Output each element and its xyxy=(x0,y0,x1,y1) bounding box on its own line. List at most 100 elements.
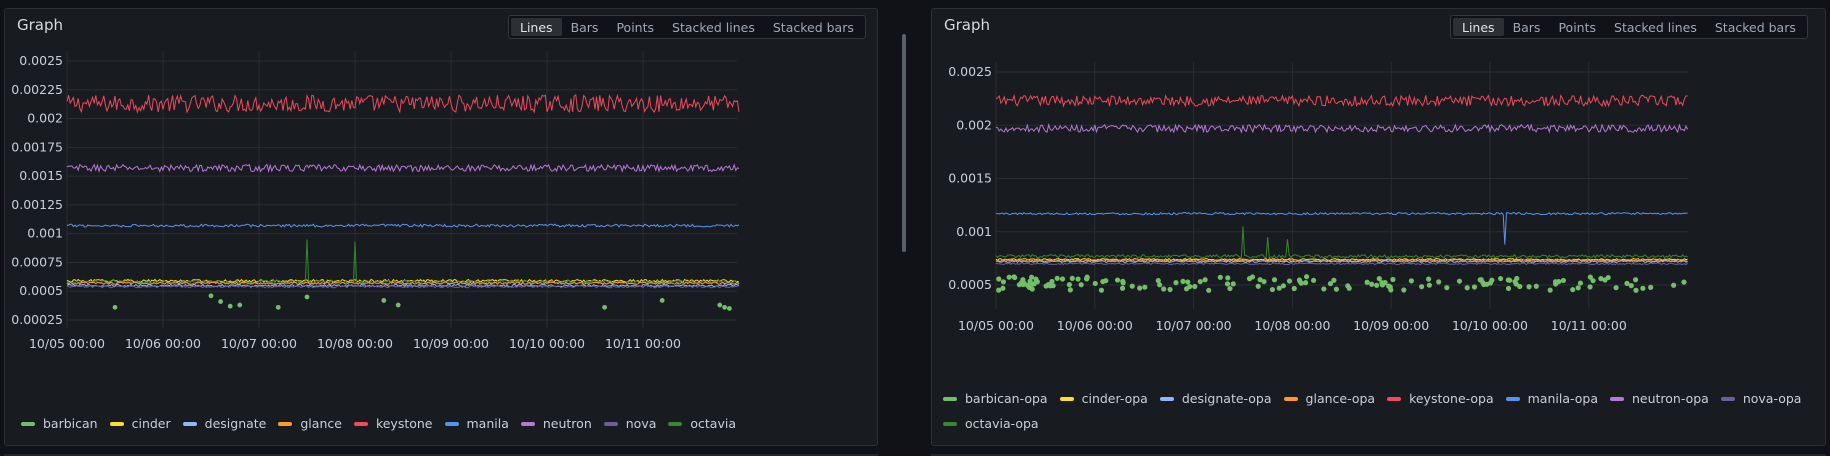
data-point-barbican-opa[interactable] xyxy=(1006,274,1012,280)
mode-bars-button[interactable]: Bars xyxy=(1512,19,1541,35)
legend-item-octavia-opa[interactable]: octavia-opa xyxy=(943,411,1039,436)
legend-item-barbican[interactable]: barbican xyxy=(21,411,98,436)
legend-item-barbican-opa[interactable]: barbican-opa xyxy=(943,386,1048,411)
legend-item-octavia[interactable]: octavia xyxy=(668,411,736,436)
data-point-barbican-opa[interactable] xyxy=(1364,279,1370,285)
data-point-barbican-opa[interactable] xyxy=(1059,276,1066,282)
data-point-barbican[interactable] xyxy=(727,306,732,311)
data-point-barbican-opa[interactable] xyxy=(1291,285,1297,292)
data-point-barbican[interactable] xyxy=(237,302,243,308)
data-point-barbican-opa[interactable] xyxy=(1369,281,1375,287)
data-point-barbican-opa[interactable] xyxy=(1257,277,1263,283)
data-point-barbican-opa[interactable] xyxy=(1321,286,1327,292)
line-chart[interactable]: 0.0025 0.002 0.0015 0.001 0.0005 10/05 00:00 1… xyxy=(932,9,1827,447)
data-point-barbican-opa[interactable] xyxy=(1103,278,1109,284)
mode-stacked-bars-button[interactable]: Stacked bars xyxy=(772,19,854,35)
data-point-barbican-opa[interactable] xyxy=(996,287,1002,293)
data-point-barbican-opa[interactable] xyxy=(1587,274,1593,280)
data-point-barbican[interactable] xyxy=(381,298,387,303)
data-point-barbican-opa[interactable] xyxy=(1388,287,1394,293)
data-point-barbican-opa[interactable] xyxy=(1026,284,1033,290)
mode-points-button[interactable]: Points xyxy=(616,19,655,35)
series-line-nova[interactable] xyxy=(66,284,740,289)
mode-stacked-lines-button[interactable]: Stacked lines xyxy=(672,19,755,35)
data-point-barbican-opa[interactable] xyxy=(1000,285,1006,291)
data-point-barbican-opa[interactable] xyxy=(1137,285,1143,291)
data-point-barbican-opa[interactable] xyxy=(1000,279,1007,285)
data-point-barbican-opa[interactable] xyxy=(1327,281,1334,287)
series-line-nova-opa[interactable] xyxy=(995,262,1688,266)
data-point-barbican-opa[interactable] xyxy=(1681,279,1687,285)
mode-stacked-bars-button[interactable]: Stacked bars xyxy=(1714,19,1796,35)
data-point-barbican-opa[interactable] xyxy=(1120,280,1126,286)
data-point-barbican-opa[interactable] xyxy=(1333,286,1340,292)
data-point-barbican-opa[interactable] xyxy=(1577,280,1584,286)
data-point-barbican-opa[interactable] xyxy=(1225,275,1231,281)
data-point-barbican[interactable] xyxy=(717,302,723,308)
data-point-barbican-opa[interactable] xyxy=(1092,280,1098,287)
legend-item-manila-opa[interactable]: manila-opa xyxy=(1505,386,1598,411)
legend-item-glance-opa[interactable]: glance-opa xyxy=(1283,386,1375,411)
data-point-barbican-opa[interactable] xyxy=(1379,280,1385,286)
data-point-barbican-opa[interactable] xyxy=(1280,283,1287,289)
legend-item-glance[interactable]: glance xyxy=(278,411,342,436)
data-point-barbican-opa[interactable] xyxy=(1078,282,1084,288)
data-point-barbican-opa[interactable] xyxy=(1514,275,1520,282)
line-chart[interactable]: 0.0025 0.00225 0.002 0.00175 0.0015 0.00125 0.… xyxy=(5,9,879,447)
series-line-designate-opa[interactable] xyxy=(995,260,1688,264)
data-point-barbican-opa[interactable] xyxy=(1303,274,1310,280)
data-point-barbican-opa[interactable] xyxy=(1155,278,1161,284)
data-point-barbican-opa[interactable] xyxy=(1119,285,1126,291)
mode-bars-button[interactable]: Bars xyxy=(570,19,599,35)
data-point-barbican-opa[interactable] xyxy=(1505,285,1512,292)
data-point-barbican-opa[interactable] xyxy=(1045,282,1052,288)
data-point-barbican-opa[interactable] xyxy=(1632,277,1639,283)
panel-resize-handle[interactable] xyxy=(902,34,906,252)
data-point-barbican-opa[interactable] xyxy=(1180,278,1186,285)
data-point-barbican-opa[interactable] xyxy=(1069,275,1075,281)
data-point-barbican-opa[interactable] xyxy=(1286,278,1293,284)
data-point-barbican-opa[interactable] xyxy=(1390,276,1396,283)
data-point-barbican-opa[interactable] xyxy=(1227,285,1233,292)
data-point-barbican-opa[interactable] xyxy=(1083,276,1090,282)
data-point-barbican[interactable] xyxy=(304,294,310,300)
data-point-barbican-opa[interactable] xyxy=(1624,280,1630,286)
series-line-octavia[interactable] xyxy=(66,239,740,285)
data-point-barbican-opa[interactable] xyxy=(1484,281,1490,287)
data-point-barbican-opa[interactable] xyxy=(1346,285,1352,291)
data-point-barbican-opa[interactable] xyxy=(1246,276,1253,282)
data-point-barbican-opa[interactable] xyxy=(1276,285,1282,291)
data-point-barbican[interactable] xyxy=(275,304,281,310)
data-point-barbican[interactable] xyxy=(602,304,607,310)
series-line-neutron-opa[interactable] xyxy=(995,123,1689,134)
data-point-barbican-opa[interactable] xyxy=(1436,279,1442,285)
data-point-barbican-opa[interactable] xyxy=(1269,286,1276,293)
data-point-barbican-opa[interactable] xyxy=(1671,282,1677,288)
data-point-barbican-opa[interactable] xyxy=(1648,284,1654,290)
data-point-barbican-opa[interactable] xyxy=(1054,275,1060,281)
legend-item-designate[interactable]: designate xyxy=(182,411,266,436)
data-point-barbican-opa[interactable] xyxy=(1426,276,1432,282)
data-point-barbican-opa[interactable] xyxy=(1016,282,1022,288)
data-point-barbican-opa[interactable] xyxy=(1161,286,1167,292)
data-point-barbican-opa[interactable] xyxy=(1560,277,1566,284)
mode-lines-button[interactable]: Lines xyxy=(511,18,562,36)
data-point-barbican-opa[interactable] xyxy=(1489,277,1495,283)
legend-item-nova-opa[interactable]: nova-opa xyxy=(1720,386,1801,411)
data-point-barbican-opa[interactable] xyxy=(1185,279,1191,285)
data-point-barbican[interactable] xyxy=(722,304,727,310)
data-point-barbican-opa[interactable] xyxy=(1587,284,1593,290)
data-point-barbican-opa[interactable] xyxy=(1114,277,1121,283)
data-point-barbican-opa[interactable] xyxy=(1075,276,1081,282)
data-point-barbican-opa[interactable] xyxy=(1296,277,1303,283)
data-point-barbican-opa[interactable] xyxy=(1197,278,1203,285)
data-point-barbican-opa[interactable] xyxy=(1049,278,1055,285)
data-point-barbican-opa[interactable] xyxy=(1303,280,1309,286)
data-point-barbican-opa[interactable] xyxy=(1570,287,1576,293)
series-line-designate[interactable] xyxy=(66,283,740,288)
data-point-barbican-opa[interactable] xyxy=(1028,274,1035,280)
data-point-barbican-opa[interactable] xyxy=(1613,285,1619,291)
data-point-barbican-opa[interactable] xyxy=(1556,279,1562,285)
data-point-barbican-opa[interactable] xyxy=(1261,278,1267,285)
data-point-barbican-opa[interactable] xyxy=(1547,287,1553,293)
